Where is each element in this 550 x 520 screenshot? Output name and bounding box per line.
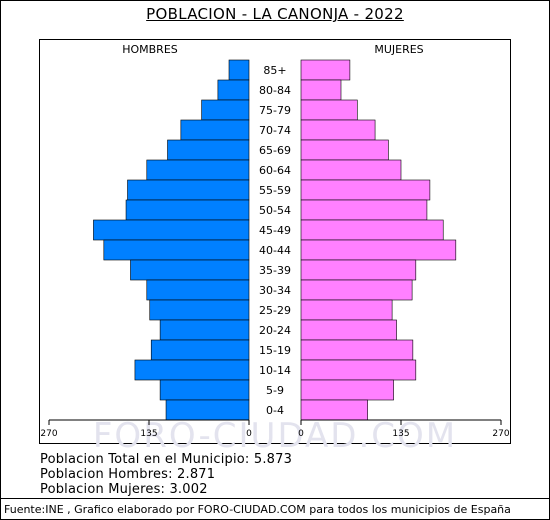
chart-title: POBLACION - LA CANONJA - 2022 bbox=[146, 5, 404, 23]
age-label: 30-34 bbox=[259, 284, 291, 297]
male-bar bbox=[201, 99, 250, 121]
female-bar bbox=[300, 179, 431, 201]
women-header: MUJERES bbox=[374, 43, 424, 56]
age-label: 10-14 bbox=[259, 364, 291, 377]
female-bar bbox=[300, 139, 389, 161]
male-bar bbox=[165, 399, 250, 421]
x-tick-label: 135 bbox=[140, 429, 157, 439]
x-tick-label: 270 bbox=[492, 429, 509, 439]
male-bar bbox=[127, 179, 250, 201]
women-population: Poblacion Mujeres: 3.002 bbox=[40, 482, 208, 497]
x-tick-label: 135 bbox=[392, 429, 409, 439]
female-bar bbox=[300, 279, 413, 301]
x-tick-label: 0 bbox=[298, 429, 304, 439]
male-bar bbox=[159, 319, 250, 341]
age-label: 40-44 bbox=[259, 244, 291, 257]
male-bar bbox=[134, 359, 250, 381]
female-bar bbox=[300, 59, 351, 81]
male-bar bbox=[125, 199, 250, 221]
male-bar bbox=[130, 259, 250, 281]
male-bar bbox=[228, 59, 250, 81]
female-bar bbox=[300, 399, 368, 421]
age-label: 50-54 bbox=[259, 204, 291, 217]
male-bar bbox=[146, 159, 250, 181]
female-bar bbox=[300, 159, 402, 181]
female-bar bbox=[300, 199, 428, 221]
men-population: Poblacion Hombres: 2.871 bbox=[40, 467, 216, 482]
male-bar bbox=[146, 279, 250, 301]
age-label: 75-79 bbox=[259, 104, 291, 117]
footer-separator bbox=[0, 498, 550, 499]
age-label: 70-74 bbox=[259, 124, 291, 137]
female-bar bbox=[300, 379, 394, 401]
male-bar bbox=[93, 219, 250, 241]
male-bar bbox=[149, 299, 250, 321]
x-tick-label: 270 bbox=[40, 429, 57, 439]
age-label: 80-84 bbox=[259, 84, 291, 97]
age-label: 5-9 bbox=[266, 384, 284, 397]
female-bar bbox=[300, 79, 342, 101]
male-bar bbox=[103, 239, 250, 261]
total-population: Poblacion Total en el Municipio: 5.873 bbox=[40, 452, 293, 467]
age-label: 25-29 bbox=[259, 304, 291, 317]
female-bar bbox=[300, 239, 457, 261]
age-label: 55-59 bbox=[259, 184, 291, 197]
age-label: 60-64 bbox=[259, 164, 291, 177]
age-label: 0-4 bbox=[266, 404, 284, 417]
age-label: 35-39 bbox=[259, 264, 291, 277]
age-label: 45-49 bbox=[259, 224, 291, 237]
female-bar bbox=[300, 319, 397, 341]
x-tick-label: 0 bbox=[246, 429, 252, 439]
female-bar bbox=[300, 339, 414, 361]
male-bar bbox=[159, 379, 250, 401]
male-bar bbox=[217, 79, 250, 101]
male-bar bbox=[180, 119, 250, 141]
female-bar bbox=[300, 119, 376, 141]
female-bar bbox=[300, 299, 393, 321]
age-label: 20-24 bbox=[259, 324, 291, 337]
age-label: 65-69 bbox=[259, 144, 291, 157]
female-bar bbox=[300, 99, 358, 121]
female-bar bbox=[300, 359, 417, 381]
source-footer: Fuente:INE , Grafico elaborado por FORO-… bbox=[4, 503, 511, 516]
age-label: 15-19 bbox=[259, 344, 291, 357]
men-header: HOMBRES bbox=[122, 43, 178, 56]
male-bar bbox=[150, 339, 250, 361]
female-bar bbox=[300, 219, 444, 241]
female-bar bbox=[300, 259, 417, 281]
male-bar bbox=[167, 139, 250, 161]
age-label: 85+ bbox=[263, 64, 286, 77]
